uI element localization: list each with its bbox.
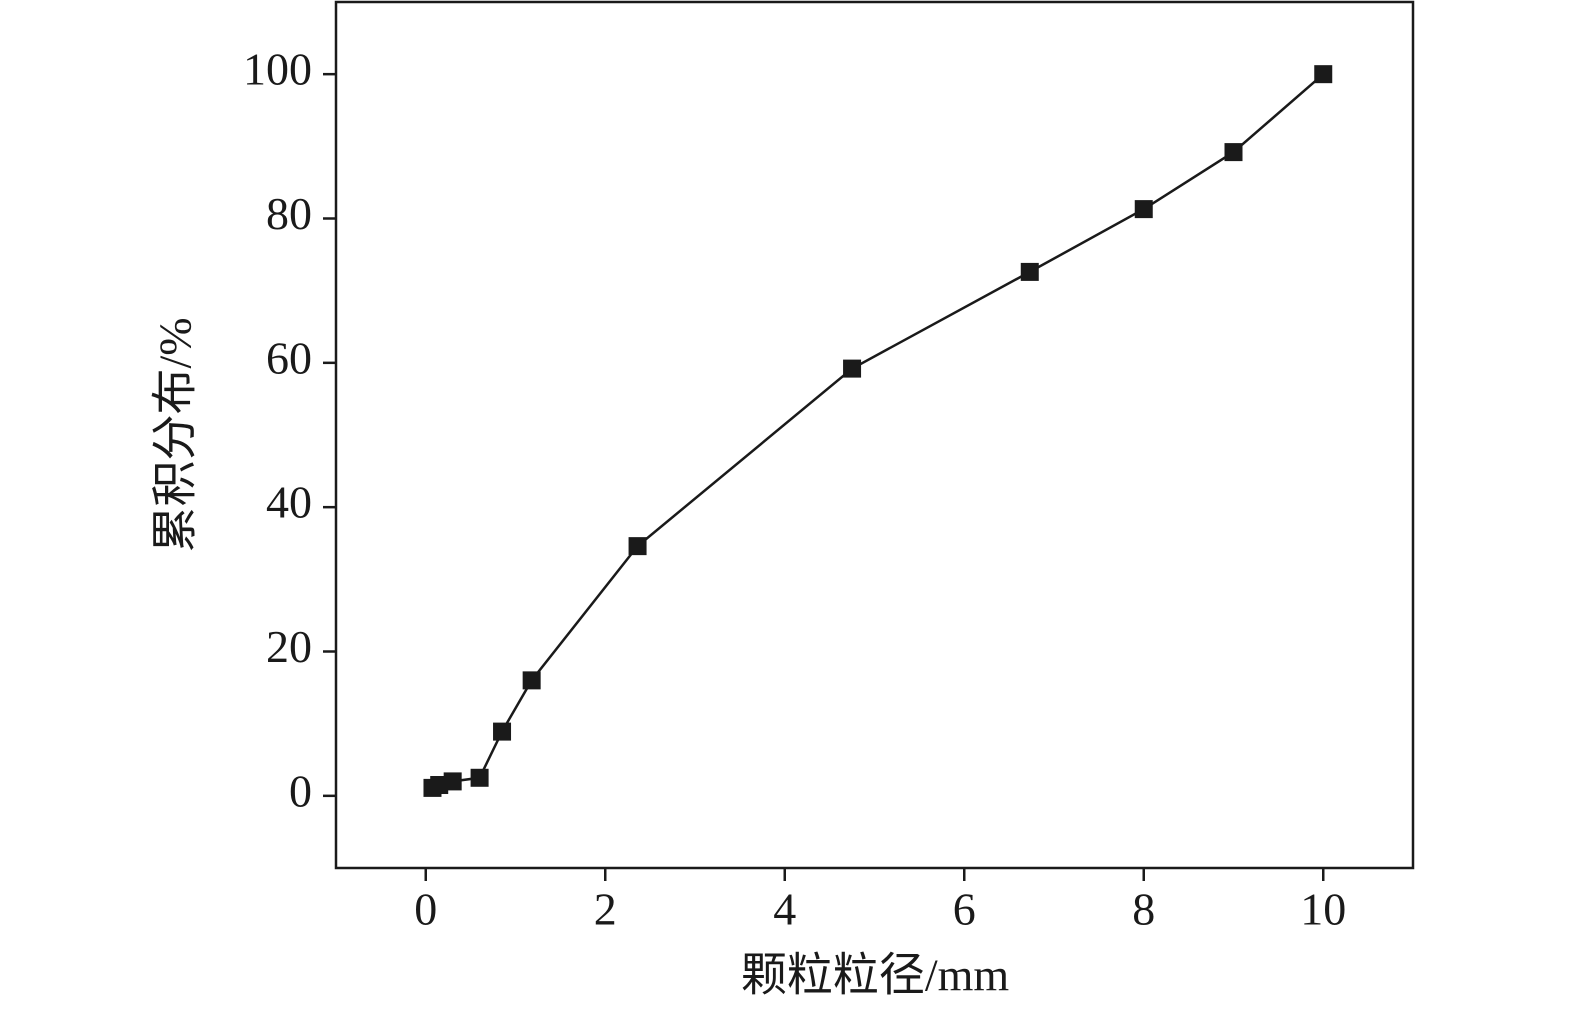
y-tick-label: 80: [266, 188, 312, 239]
data-point: [470, 768, 489, 787]
y-axis-label: 累积分布/%: [150, 317, 201, 552]
data-point: [493, 722, 512, 741]
y-tick-label: 100: [243, 44, 312, 95]
x-tick-label: 0: [414, 884, 437, 935]
data-point: [443, 772, 462, 791]
data-point: [843, 359, 862, 378]
y-tick-label: 40: [266, 477, 312, 528]
data-point: [1224, 143, 1243, 162]
x-tick-label: 8: [1132, 884, 1155, 935]
y-tick-label: 20: [266, 621, 312, 672]
data-point: [1314, 65, 1333, 84]
data-point: [628, 537, 647, 556]
x-axis-label: 颗粒粒径/mm: [741, 950, 1010, 1001]
x-tick-label: 10: [1300, 884, 1346, 935]
x-tick-label: 4: [773, 884, 796, 935]
data-point: [1134, 200, 1153, 219]
data-point: [1020, 262, 1039, 281]
y-tick-label: 60: [266, 332, 312, 383]
data-point: [522, 671, 541, 690]
data-line: [431, 73, 1325, 790]
plot-frame: [334, 0, 1415, 870]
y-tick-label: 0: [289, 765, 312, 816]
x-tick-label: 6: [953, 884, 976, 935]
x-tick-label: 2: [594, 884, 617, 935]
